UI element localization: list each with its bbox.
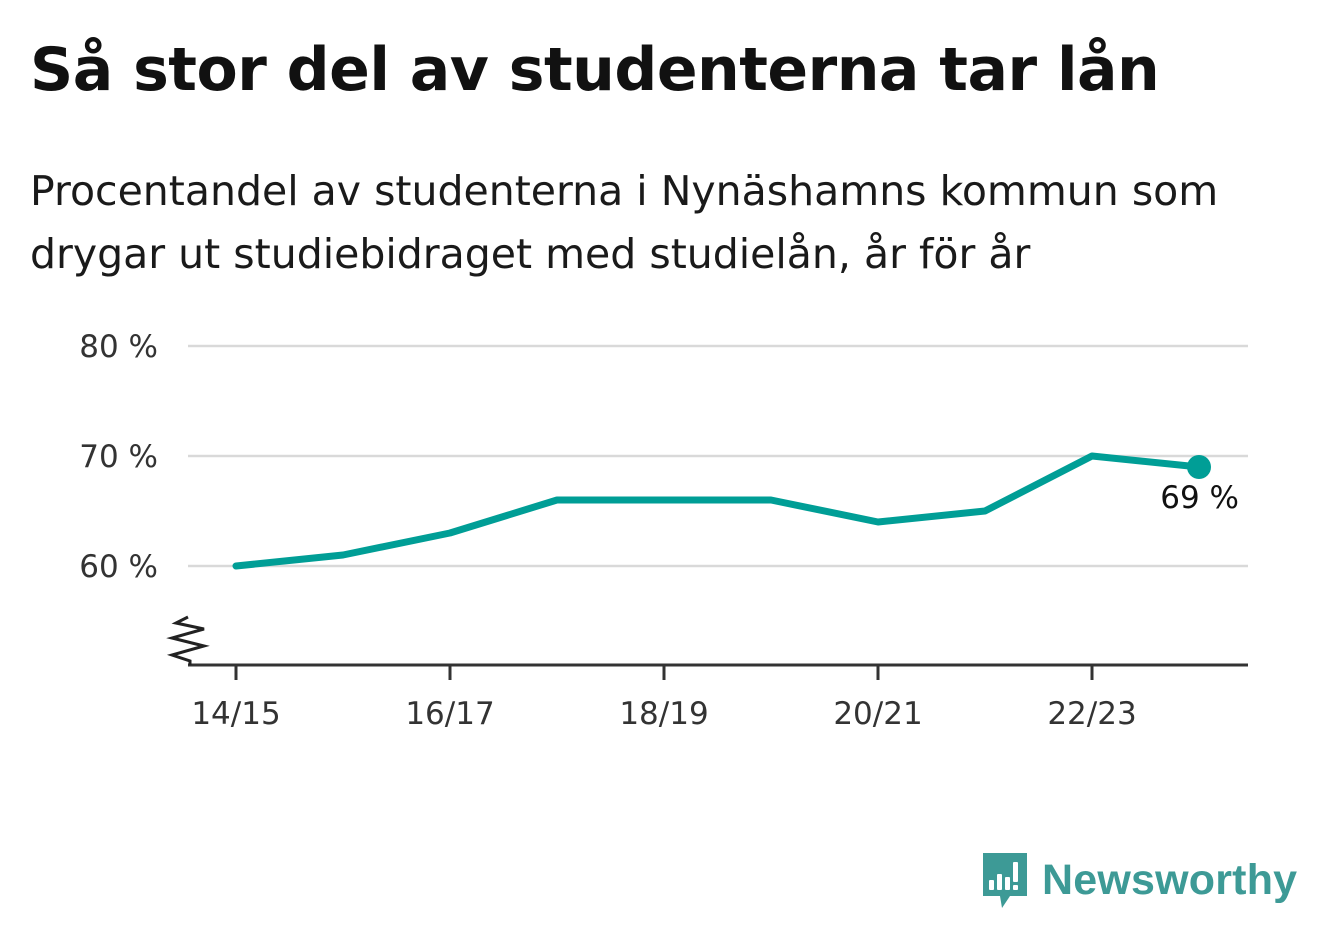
- x-tick-label: 16/17: [405, 696, 494, 732]
- series-layer: [232, 452, 1211, 570]
- brand-name: Newsworthy: [1042, 855, 1298, 904]
- y-tick-label: 80 %: [79, 329, 158, 365]
- x-tick-label: 14/15: [191, 696, 280, 732]
- chart-title: Så stor del av studenterna tar lån: [30, 35, 1160, 105]
- labels: 60 % 70 % 80 % 14/15 16/17 18/19 20/21 22/23 69 …: [79, 329, 1239, 732]
- x-tick-label: 18/19: [619, 696, 708, 732]
- chart-subtitle: Procentandel av studenterna i Nynäshamns…: [30, 167, 1219, 278]
- brand-logo: Newsworthy: [980, 848, 1297, 912]
- axis-break-icon: [166, 615, 210, 665]
- y-tick-label: 70 %: [79, 439, 158, 475]
- newsworthy-logo-icon: [983, 853, 1027, 908]
- x-axis: [166, 615, 1248, 680]
- last-value-label: 69 %: [1160, 480, 1239, 516]
- y-tick-label: 60 %: [79, 549, 158, 585]
- last-point-marker: [1187, 455, 1211, 479]
- gridlines: [188, 344, 1248, 568]
- series-line: [232, 452, 1203, 570]
- x-tick-label: 22/23: [1047, 696, 1136, 732]
- x-tick-label: 20/21: [833, 696, 922, 732]
